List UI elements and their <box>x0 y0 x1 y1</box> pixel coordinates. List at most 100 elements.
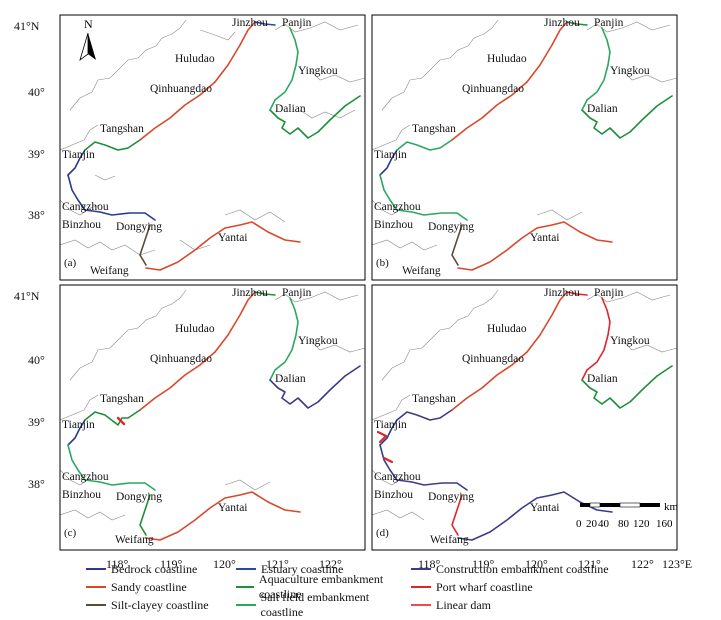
panel-b: Jinzhou Panjin Huludao Yingkou Qinhuangd… <box>371 14 678 281</box>
city-qinhuangdao: Qinhuangdao <box>150 353 212 365</box>
lon-119-label: 119° <box>472 557 495 571</box>
lon-120-label: 120° <box>213 557 236 571</box>
city-tangshan: Tangshan <box>412 393 456 405</box>
legend-swatch <box>411 568 431 570</box>
legend-item-linear-dam: Linear dam <box>411 598 671 613</box>
city-dalian: Dalian <box>587 103 618 115</box>
legend: Bedrock coastline Estuary coastline Cons… <box>86 560 686 619</box>
legend-swatch <box>86 568 106 570</box>
lon-122-label: 122° <box>631 557 654 571</box>
svg-text:120: 120 <box>633 518 650 530</box>
longitude-axis-right: 118° 119° 120° 121° 122° 123°E <box>418 557 692 571</box>
city-tianjin: Tianjin <box>62 149 95 161</box>
city-labels: Jinzhou Panjin Huludao Yingkou Qinhuangd… <box>374 287 650 546</box>
lat-41-label: 41°N <box>14 19 40 33</box>
panel-d-label: (d) <box>376 527 389 539</box>
city-yantai: Yantai <box>218 232 248 244</box>
legend-swatch <box>411 586 431 588</box>
coastline <box>379 21 673 271</box>
land-boundaries <box>372 289 677 521</box>
city-cangzhou: Cangzhou <box>62 201 109 213</box>
land-boundaries <box>60 19 365 256</box>
lon-119-label: 119° <box>160 557 183 571</box>
city-jinzhou: Jinzhou <box>232 287 268 299</box>
city-labels: Jinzhou Panjin Huludao Yingkou Qinhuangd… <box>62 17 338 277</box>
north-arrow: N <box>79 17 96 62</box>
city-tianjin: Tianjin <box>374 149 407 161</box>
city-yantai: Yantai <box>530 232 560 244</box>
city-huludao: Huludao <box>487 323 527 335</box>
city-tianjin: Tianjin <box>62 419 95 431</box>
lon-121-label: 121° <box>578 557 601 571</box>
lon-120-label: 120° <box>525 557 548 571</box>
city-binzhou: Binzhou <box>62 489 101 501</box>
lon-123e-label: 123°E <box>662 557 692 571</box>
city-cangzhou: Cangzhou <box>62 471 109 483</box>
lat-38-label: 38° <box>28 208 45 222</box>
city-dalian: Dalian <box>275 373 306 385</box>
city-huludao: Huludao <box>175 53 215 65</box>
city-qinhuangdao: Qinhuangdao <box>462 83 524 95</box>
lat-40-label: 40° <box>28 353 45 367</box>
city-binzhou: Binzhou <box>374 219 413 231</box>
city-labels: Jinzhou Panjin Huludao Yingkou Qinhuangd… <box>62 287 338 546</box>
city-huludao: Huludao <box>487 53 527 65</box>
city-dongying: Dongying <box>116 491 162 503</box>
legend-swatch <box>236 568 256 570</box>
city-dongying: Dongying <box>428 221 474 233</box>
city-panjin: Panjin <box>282 17 312 29</box>
legend-swatch <box>86 586 106 588</box>
city-dalian: Dalian <box>275 103 306 115</box>
city-qinhuangdao: Qinhuangdao <box>150 83 212 95</box>
city-tangshan: Tangshan <box>100 393 144 405</box>
city-tangshan: Tangshan <box>100 123 144 135</box>
city-dalian: Dalian <box>587 373 618 385</box>
city-tangshan: Tangshan <box>412 123 456 135</box>
svg-text:km: km <box>664 501 679 513</box>
svg-text:160: 160 <box>656 518 673 530</box>
legend-item-silt-clayey: Silt-clayey coastline <box>86 598 236 613</box>
city-binzhou: Binzhou <box>374 489 413 501</box>
scale-bar: 0 20 40 80 120 160 km <box>576 501 679 530</box>
city-yingkou: Yingkou <box>610 335 650 347</box>
svg-text:0: 0 <box>576 518 582 530</box>
city-cangzhou: Cangzhou <box>374 471 421 483</box>
city-jinzhou: Jinzhou <box>544 17 580 29</box>
city-qinhuangdao: Qinhuangdao <box>462 353 524 365</box>
city-panjin: Panjin <box>594 287 624 299</box>
lat-38-label: 38° <box>28 477 45 491</box>
svg-text:N: N <box>84 17 93 31</box>
svg-text:20: 20 <box>586 518 598 530</box>
city-weifang: Weifang <box>430 534 469 546</box>
city-dongying: Dongying <box>116 221 162 233</box>
city-dongying: Dongying <box>428 491 474 503</box>
city-panjin: Panjin <box>282 287 312 299</box>
coastline <box>67 291 361 541</box>
city-yantai: Yantai <box>218 502 248 514</box>
lat-41-label: 41°N <box>14 289 40 303</box>
panel-c: Jinzhou Panjin Huludao Yingkou Qinhuangd… <box>59 284 366 551</box>
city-jinzhou: Jinzhou <box>544 287 580 299</box>
legend-item-sandy: Sandy coastline <box>86 580 236 595</box>
panel-a-label: (a) <box>64 257 77 269</box>
land-boundaries <box>372 19 677 251</box>
legend-item-construction: Construction embankment coastline <box>411 562 671 577</box>
legend-item-estuary: Estuary coastline <box>236 562 411 577</box>
city-labels: Jinzhou Panjin Huludao Yingkou Qinhuangd… <box>374 17 650 277</box>
lon-121-label: 121° <box>266 557 289 571</box>
panel-b-label: (b) <box>376 257 389 269</box>
legend-item-bedrock: Bedrock coastline <box>86 562 236 577</box>
city-weifang: Weifang <box>402 265 441 277</box>
legend-swatch <box>411 604 431 606</box>
lat-40-label: 40° <box>28 85 45 99</box>
lat-39-label: 39° <box>28 415 45 429</box>
legend-item-port-wharf: Port wharf coastline <box>411 580 671 595</box>
city-weifang: Weifang <box>115 534 154 546</box>
legend-item-aquaculture: Aquaculture embankment coastline <box>236 572 411 602</box>
panel-d: Jinzhou Panjin Huludao Yingkou Qinhuangd… <box>371 284 679 551</box>
lat-39-label: 39° <box>28 147 45 161</box>
city-tianjin: Tianjin <box>374 419 407 431</box>
svg-text:40: 40 <box>598 518 610 530</box>
latitude-axis-top: 41°N 40° 39° 38° <box>14 19 45 222</box>
